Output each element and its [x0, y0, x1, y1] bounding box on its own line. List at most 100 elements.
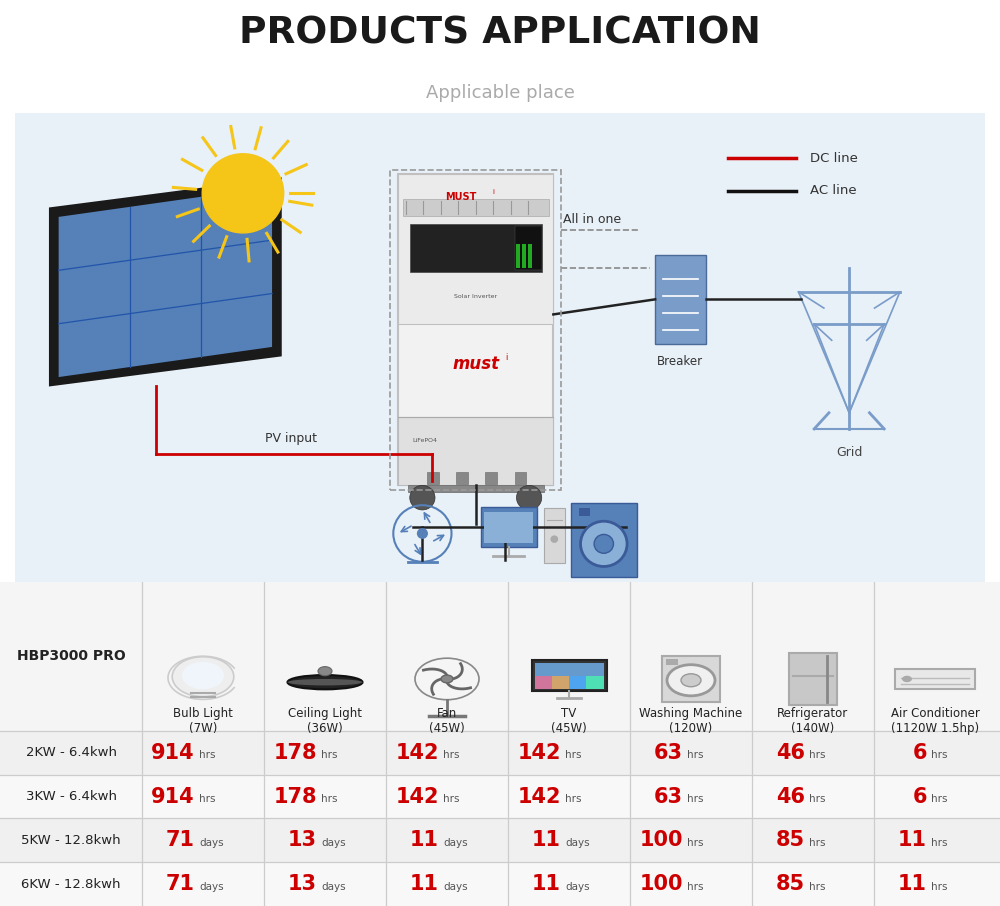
- Text: days: days: [565, 838, 590, 848]
- Text: hrs: hrs: [809, 838, 826, 848]
- Bar: [534, 677, 552, 689]
- Bar: [569, 677, 586, 689]
- Text: 11: 11: [410, 830, 439, 851]
- Text: days: days: [199, 838, 224, 848]
- Bar: [789, 653, 837, 705]
- Text: 11: 11: [532, 874, 561, 894]
- Text: Solar Inverter: Solar Inverter: [454, 294, 497, 299]
- Text: 63: 63: [654, 786, 683, 806]
- Text: 85: 85: [776, 830, 805, 851]
- Bar: [410, 224, 542, 272]
- Ellipse shape: [287, 679, 362, 686]
- Circle shape: [418, 529, 427, 538]
- Text: hrs: hrs: [199, 750, 215, 760]
- Text: 46: 46: [776, 786, 805, 806]
- Circle shape: [667, 665, 715, 696]
- Text: LiFePO4: LiFePO4: [413, 439, 438, 443]
- Text: 142: 142: [518, 743, 561, 763]
- Text: hrs: hrs: [931, 838, 947, 848]
- Text: 178: 178: [273, 743, 317, 763]
- Text: Fan
(45W): Fan (45W): [429, 707, 465, 735]
- Bar: [0, 863, 1000, 906]
- Bar: [390, 169, 561, 490]
- Bar: [544, 508, 565, 563]
- Text: Grid: Grid: [836, 446, 862, 459]
- Text: Load: Load: [499, 599, 530, 612]
- Bar: [427, 472, 439, 484]
- Bar: [398, 175, 553, 323]
- Text: 142: 142: [518, 786, 561, 806]
- Bar: [515, 226, 542, 270]
- Text: 100: 100: [639, 830, 683, 851]
- Text: 71: 71: [166, 830, 195, 851]
- Text: days: days: [443, 838, 468, 848]
- Bar: [481, 507, 537, 546]
- Circle shape: [594, 535, 613, 554]
- Text: hrs: hrs: [687, 750, 703, 760]
- Text: DC line: DC line: [810, 152, 858, 165]
- Text: 6: 6: [912, 743, 927, 763]
- Bar: [0, 731, 1000, 775]
- Text: 6: 6: [912, 786, 927, 806]
- Text: i: i: [506, 353, 508, 362]
- Bar: [485, 472, 497, 484]
- Circle shape: [550, 535, 558, 543]
- Polygon shape: [49, 178, 282, 387]
- Text: i: i: [492, 189, 494, 196]
- Text: 13: 13: [288, 874, 317, 894]
- Text: hrs: hrs: [321, 795, 337, 805]
- Text: PRODUCTS APPLICATION: PRODUCTS APPLICATION: [239, 16, 761, 52]
- Polygon shape: [59, 187, 272, 377]
- Text: Bulb Light
(7W): Bulb Light (7W): [173, 707, 233, 735]
- Circle shape: [441, 675, 453, 683]
- Bar: [522, 244, 526, 268]
- Text: hrs: hrs: [687, 882, 703, 892]
- Circle shape: [202, 154, 284, 233]
- Bar: [403, 199, 548, 217]
- Bar: [579, 508, 590, 516]
- Text: hrs: hrs: [687, 838, 703, 848]
- Text: 11: 11: [898, 830, 927, 851]
- Text: 71: 71: [166, 874, 195, 894]
- Text: hrs: hrs: [931, 750, 947, 760]
- Bar: [534, 663, 604, 689]
- Bar: [571, 504, 637, 577]
- Text: 5KW - 12.8kwh: 5KW - 12.8kwh: [21, 834, 121, 847]
- Text: Air Conditioner
(1120W 1.5hp): Air Conditioner (1120W 1.5hp): [891, 707, 979, 735]
- Text: hrs: hrs: [443, 795, 460, 805]
- Text: days: days: [321, 838, 346, 848]
- Text: hrs: hrs: [809, 882, 826, 892]
- Bar: [398, 175, 553, 486]
- Circle shape: [902, 676, 912, 682]
- Text: hrs: hrs: [809, 795, 826, 805]
- Circle shape: [516, 486, 542, 510]
- Text: 2KW - 6.4kwh: 2KW - 6.4kwh: [26, 747, 116, 759]
- Text: hrs: hrs: [687, 795, 703, 805]
- Text: hrs: hrs: [565, 795, 582, 805]
- Text: 142: 142: [395, 786, 439, 806]
- Text: 178: 178: [273, 786, 317, 806]
- Bar: [552, 677, 569, 689]
- Text: 3KW - 6.4kwh: 3KW - 6.4kwh: [26, 790, 116, 803]
- Circle shape: [318, 667, 332, 676]
- Text: Washing Machine
(120W): Washing Machine (120W): [639, 707, 743, 735]
- Bar: [515, 472, 526, 484]
- Text: Applicable place: Applicable place: [426, 84, 574, 101]
- Text: hrs: hrs: [931, 795, 947, 805]
- Circle shape: [182, 662, 224, 689]
- Bar: [655, 255, 706, 344]
- Text: 46: 46: [776, 743, 805, 763]
- Text: 85: 85: [776, 874, 805, 894]
- Circle shape: [172, 657, 234, 697]
- Text: days: days: [565, 882, 590, 892]
- Bar: [895, 669, 975, 689]
- Text: All in one: All in one: [563, 213, 621, 226]
- Text: days: days: [443, 882, 468, 892]
- Bar: [398, 417, 553, 486]
- Bar: [666, 660, 678, 665]
- Text: 914: 914: [151, 743, 195, 763]
- Text: Ceiling Light
(36W): Ceiling Light (36W): [288, 707, 362, 735]
- Text: 11: 11: [898, 874, 927, 894]
- Text: Breaker: Breaker: [657, 354, 703, 368]
- Text: AC line: AC line: [810, 184, 857, 197]
